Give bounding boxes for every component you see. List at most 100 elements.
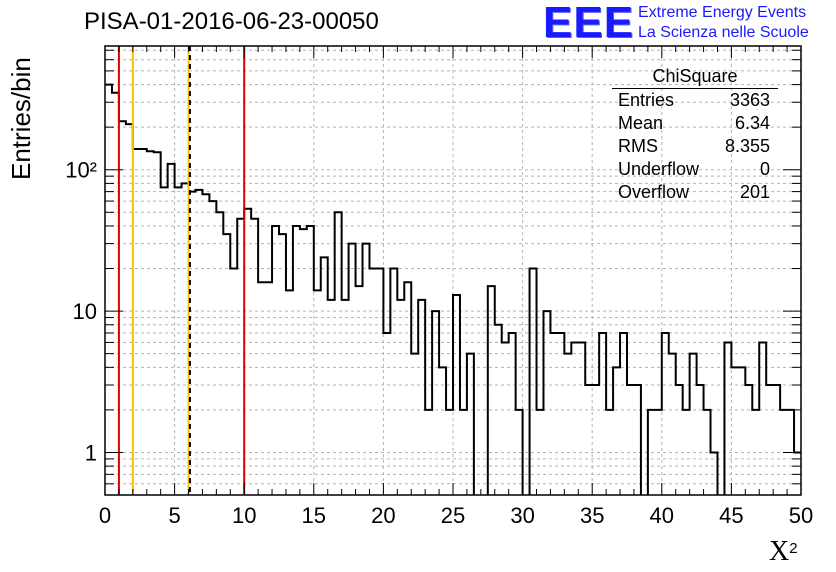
histogram-bin — [766, 385, 773, 495]
histogram-bin — [168, 164, 175, 495]
histogram-bin — [251, 219, 258, 495]
histogram-bin — [223, 234, 230, 495]
histogram-bin — [564, 354, 571, 495]
histogram-bin — [404, 282, 411, 495]
histogram-bin — [195, 190, 202, 495]
histogram-bin — [335, 212, 342, 495]
histogram-bin — [363, 244, 370, 495]
stats-box: ChiSquare Entries 3363 Mean 6.34 RMS 8.355 … — [612, 66, 778, 204]
histogram-bin — [613, 367, 620, 495]
histogram-bin — [731, 367, 738, 495]
histogram-bin — [704, 410, 711, 495]
histogram-bin — [648, 410, 655, 495]
histogram-bin — [202, 194, 209, 495]
histogram-bin — [418, 300, 425, 495]
histogram-bin — [662, 333, 669, 495]
histogram-bin — [244, 209, 251, 495]
histogram-bin — [759, 342, 766, 495]
histogram-bin — [279, 234, 286, 495]
stats-row: Entries 3363 — [612, 89, 778, 112]
histogram-bin — [154, 152, 161, 495]
stats-label: Mean — [618, 113, 664, 133]
histogram-bin — [209, 201, 216, 495]
x-tick-label: 35 — [580, 503, 604, 528]
histogram-line — [105, 83, 801, 495]
histogram-bin — [585, 385, 592, 495]
histogram-bin — [237, 219, 244, 495]
histogram-bin — [606, 410, 613, 495]
histogram-bin — [342, 300, 349, 495]
histogram-bin — [140, 149, 147, 495]
y-tick-label: 10² — [65, 158, 97, 183]
stats-row: Overflow 201 — [612, 181, 778, 204]
histogram-bin — [425, 410, 432, 495]
histogram-bin — [397, 300, 404, 495]
stats-value: 201 — [739, 182, 770, 202]
histogram-bin — [286, 290, 293, 495]
histogram-bin — [182, 183, 189, 495]
histogram-bin — [509, 333, 516, 495]
histogram-bin — [105, 85, 112, 495]
stats-row: RMS 8.355 — [612, 135, 778, 158]
histogram-bin — [460, 410, 467, 495]
histogram-bin — [676, 385, 683, 495]
stats-value: 3363 — [729, 90, 770, 110]
histogram-bin — [369, 269, 376, 495]
histogram-bin — [300, 229, 307, 495]
histogram-bin — [432, 311, 439, 495]
stats-value: 8.355 — [724, 136, 770, 156]
histogram-bin — [550, 333, 557, 495]
histogram-bin — [175, 187, 182, 495]
y-tick-label: 1 — [85, 440, 97, 465]
chart-title: PISA-01-2016-06-23-00050 — [84, 8, 379, 35]
histogram-bin — [321, 257, 328, 495]
y-axis-label: Entries/bin — [6, 57, 36, 180]
histogram-bin — [314, 290, 321, 495]
histogram-bin — [634, 385, 641, 495]
histogram-bin — [516, 410, 523, 495]
x-axis-label-text: X — [769, 536, 790, 567]
x-axis-label: X2 — [769, 536, 798, 568]
histogram-bin — [724, 342, 731, 495]
histogram-bin — [655, 410, 662, 495]
histogram-bin — [543, 311, 550, 495]
histogram-bin — [307, 226, 314, 495]
histogram-bin — [488, 286, 495, 495]
stats-value: 0 — [759, 159, 770, 179]
histogram-bin — [328, 300, 335, 495]
histogram-bin — [571, 342, 578, 495]
stats-label: RMS — [618, 136, 658, 156]
histogram-bin — [502, 342, 509, 495]
histogram-bin — [467, 354, 474, 495]
histogram-bin — [376, 269, 383, 495]
stats-label: Overflow — [618, 182, 690, 202]
histogram-bin — [627, 385, 634, 495]
histogram-bin — [620, 333, 627, 495]
x-tick-label: 0 — [99, 503, 111, 528]
histogram-bin — [390, 269, 397, 495]
histogram-bin — [439, 367, 446, 495]
histogram-bin — [690, 354, 697, 495]
histogram-bin — [453, 295, 460, 495]
histogram-bin — [383, 333, 390, 495]
stats-value: 6.34 — [734, 113, 770, 133]
histogram-bin — [272, 226, 279, 495]
x-tick-label: 45 — [719, 503, 743, 528]
x-tick-label: 30 — [510, 503, 534, 528]
histogram-bin — [669, 354, 676, 495]
logo-line-2: La Scienza nelle Scuole — [638, 24, 809, 41]
histogram-bin — [216, 212, 223, 495]
histogram-bin — [557, 333, 564, 495]
stats-label: Underflow — [618, 159, 700, 179]
histogram-bin — [537, 410, 544, 495]
histogram-bin — [683, 410, 690, 495]
histogram-bin — [697, 385, 704, 495]
stats-row: Underflow 0 — [612, 158, 778, 181]
stats-label: Entries — [618, 90, 675, 110]
stats-title: ChiSquare — [612, 66, 778, 89]
histogram-bin — [265, 282, 272, 495]
histogram-bin — [752, 410, 759, 495]
x-tick-label: 5 — [168, 503, 180, 528]
histogram-bin — [530, 269, 537, 495]
